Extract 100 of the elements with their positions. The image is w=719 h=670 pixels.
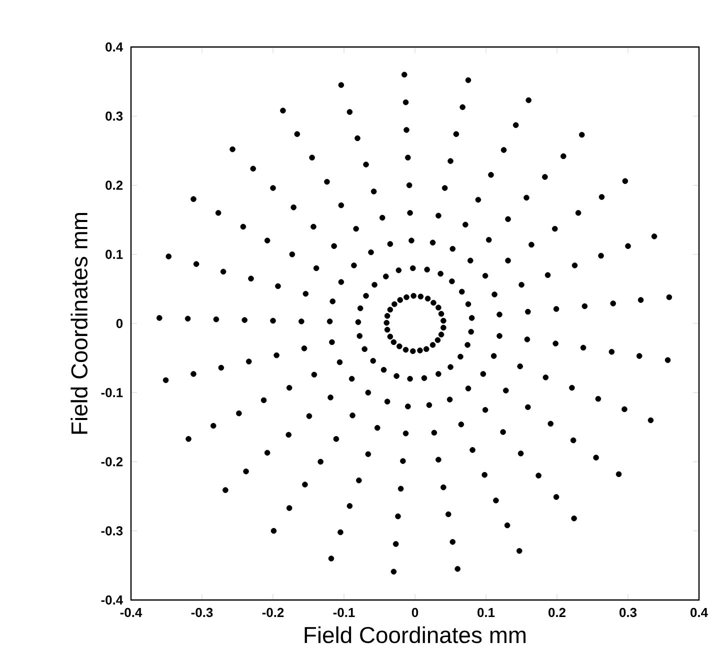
point	[468, 315, 475, 321]
point	[448, 364, 454, 370]
point	[333, 436, 340, 442]
point	[280, 108, 286, 114]
point	[442, 185, 448, 191]
point	[346, 503, 353, 509]
point	[392, 301, 398, 308]
point	[338, 279, 344, 285]
point	[517, 363, 523, 370]
y-tick-label: 0.2	[106, 180, 123, 190]
point	[493, 498, 499, 504]
point	[458, 422, 464, 428]
point	[648, 417, 654, 424]
point	[215, 210, 222, 216]
point	[390, 339, 397, 346]
x-tick-label: 0.1	[478, 608, 495, 618]
point	[465, 386, 472, 392]
point	[309, 154, 315, 160]
point	[482, 472, 488, 478]
point	[264, 238, 270, 244]
y-tick-label: -0.3	[101, 526, 123, 536]
x-tick-label: 0.2	[548, 608, 566, 618]
point	[310, 224, 316, 230]
point	[400, 458, 406, 464]
x-tick-label: -0.3	[191, 608, 213, 618]
point	[357, 305, 364, 312]
point	[518, 450, 524, 456]
point	[290, 204, 296, 210]
point	[372, 282, 378, 288]
point	[453, 131, 460, 137]
x-tick-label: -0.2	[262, 608, 284, 618]
point	[542, 174, 548, 180]
point	[622, 178, 628, 184]
point	[382, 274, 389, 280]
point	[222, 487, 228, 493]
point	[610, 300, 616, 306]
y-tick-label: 0.1	[106, 250, 123, 259]
point	[362, 346, 368, 352]
point	[460, 104, 466, 110]
point	[552, 226, 558, 232]
point	[438, 332, 444, 338]
point	[544, 272, 551, 278]
point	[230, 146, 236, 152]
point	[353, 226, 359, 232]
point	[462, 222, 468, 228]
point	[313, 265, 320, 272]
point	[560, 153, 566, 160]
point	[184, 316, 191, 322]
point	[318, 458, 324, 465]
point	[518, 282, 524, 288]
point	[338, 529, 344, 536]
y-tick-label: -0.1	[101, 388, 123, 398]
point	[402, 430, 409, 436]
point	[504, 522, 510, 528]
point	[622, 406, 628, 412]
point	[298, 318, 304, 324]
point	[356, 478, 362, 484]
point	[436, 212, 442, 219]
point	[286, 432, 292, 438]
point	[440, 324, 446, 331]
point	[542, 374, 549, 380]
point	[410, 348, 416, 354]
point	[666, 294, 672, 300]
point	[260, 397, 267, 404]
point	[270, 318, 276, 324]
point	[526, 97, 532, 104]
point	[338, 202, 344, 208]
point	[348, 376, 355, 382]
point	[448, 158, 454, 164]
point	[575, 210, 582, 216]
point	[289, 251, 296, 258]
point	[390, 568, 397, 575]
point	[394, 373, 400, 379]
point	[328, 556, 334, 562]
point	[330, 298, 336, 304]
y-tick-label: 0	[116, 318, 123, 328]
point	[363, 292, 369, 299]
point	[410, 265, 416, 272]
point	[449, 278, 455, 284]
point	[468, 328, 474, 335]
point	[524, 336, 530, 342]
point	[338, 82, 344, 88]
point	[421, 375, 428, 382]
point	[482, 407, 488, 413]
point	[351, 262, 357, 268]
point	[243, 468, 249, 474]
point	[570, 437, 576, 444]
point	[374, 424, 380, 431]
point	[410, 292, 416, 299]
point	[496, 312, 502, 318]
point	[368, 249, 374, 256]
point	[370, 358, 376, 364]
point	[536, 472, 542, 478]
point	[572, 262, 578, 268]
point	[417, 348, 423, 354]
point	[496, 333, 502, 339]
point	[301, 345, 308, 352]
point	[480, 371, 486, 377]
point	[467, 258, 474, 264]
point	[580, 344, 586, 351]
